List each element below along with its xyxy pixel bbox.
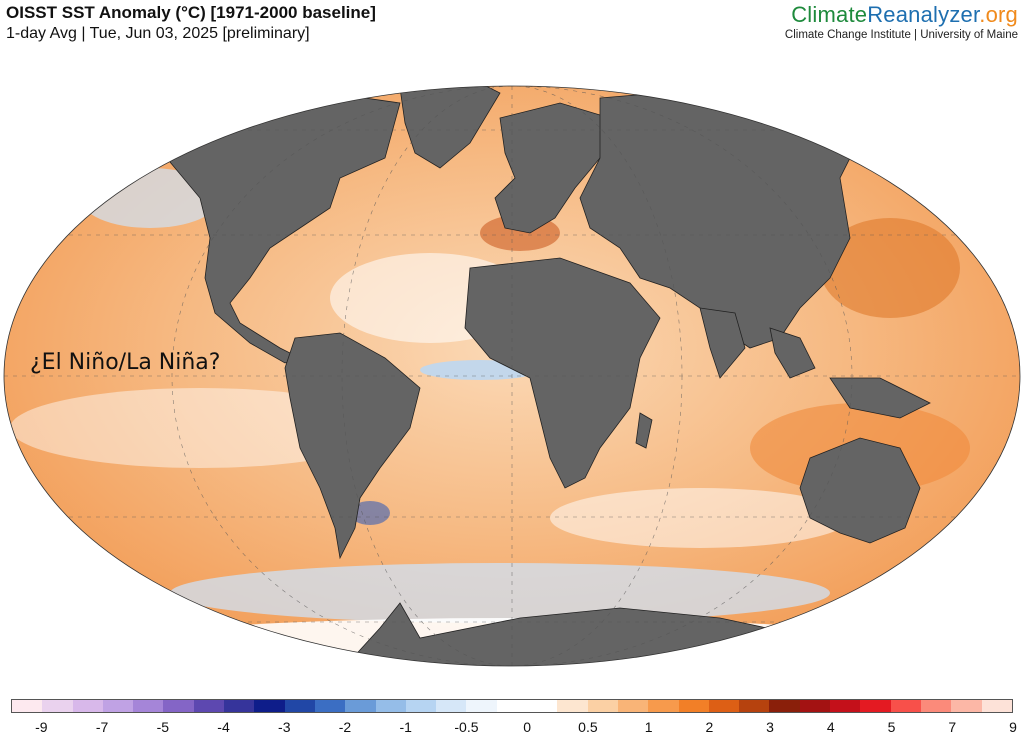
legend-swatch xyxy=(678,700,709,712)
brand-subtitle: Climate Change Institute | University of… xyxy=(784,29,1018,41)
legend-swatch xyxy=(769,700,800,712)
legend-tick-label: -5 xyxy=(156,719,170,735)
legend-tick-label: 5 xyxy=(887,719,896,735)
legend-swatch xyxy=(314,700,346,712)
legend-swatch xyxy=(284,700,315,712)
legend-swatch xyxy=(102,700,134,712)
map-subtitle: 1-day Avg | Tue, Jun 03, 2025 [prelimina… xyxy=(6,25,310,42)
brand-name: ClimateReanalyzer.org xyxy=(791,2,1018,27)
legend-swatch xyxy=(860,700,891,712)
legend-tick-label: 9 xyxy=(1009,719,1017,735)
legend-swatch xyxy=(527,700,558,712)
legend-swatch xyxy=(224,700,255,712)
legend-swatch xyxy=(708,700,740,712)
legend-tick-label: 1 xyxy=(644,719,653,735)
legend-swatch xyxy=(739,700,770,712)
legend-swatch xyxy=(496,700,528,712)
graticule xyxy=(4,86,1020,666)
legend-tick-label: -9 xyxy=(35,719,48,735)
legend-swatch xyxy=(890,700,921,712)
legend-swatch xyxy=(193,700,225,712)
legend-swatch xyxy=(12,700,43,712)
legend-swatch xyxy=(466,700,497,712)
legend-swatch xyxy=(405,700,437,712)
legend-swatch xyxy=(557,700,588,712)
legend-swatch xyxy=(951,700,982,712)
legend-tick-label: 7 xyxy=(948,719,957,735)
legend-tick-label: -3 xyxy=(278,719,291,735)
legend-tick-label: 2 xyxy=(705,719,714,735)
legend-swatch xyxy=(163,700,194,712)
color-legend-bar xyxy=(11,699,1013,713)
legend-tick-label: -2 xyxy=(338,719,352,735)
legend-swatch xyxy=(587,700,618,712)
legend-swatch xyxy=(920,700,952,712)
legend-tick-label: -1 xyxy=(399,719,412,735)
world-map xyxy=(3,85,1021,667)
legend-tick-label: -7 xyxy=(95,719,109,735)
legend-swatch xyxy=(648,700,679,712)
legend-tick-label: 3 xyxy=(766,719,774,735)
legend-swatch xyxy=(345,700,376,712)
legend-swatch xyxy=(375,700,406,712)
legend-swatch xyxy=(981,700,1012,712)
legend-swatch xyxy=(72,700,103,712)
legend-swatch xyxy=(42,700,73,712)
legend-swatch xyxy=(617,700,649,712)
legend-tick-label: 0 xyxy=(523,719,532,735)
legend-tick-label: 0.5 xyxy=(578,719,598,735)
legend-swatch xyxy=(254,700,285,712)
enso-annotation: ¿El Niño/La Niña? xyxy=(30,350,221,375)
brand-logo[interactable]: ClimateReanalyzer.org Climate Change Ins… xyxy=(785,2,1018,41)
legend-tick-label: -4 xyxy=(217,719,230,735)
legend-swatch xyxy=(799,700,831,712)
legend-swatch xyxy=(436,700,467,712)
map-title: OISST SST Anomaly (°C) [1971-2000 baseli… xyxy=(6,3,376,22)
legend-tick-label: 4 xyxy=(826,719,835,735)
land-masses xyxy=(149,86,931,666)
legend-swatch xyxy=(133,700,164,712)
color-legend-ticks: -9 -7 -5 -4 -3 -2 -1 -0.5 0 0.5 1 2 3 4 5 7 9 xyxy=(11,719,1017,737)
legend-tick-label: -0.5 xyxy=(454,719,479,735)
legend-swatch xyxy=(830,700,861,712)
